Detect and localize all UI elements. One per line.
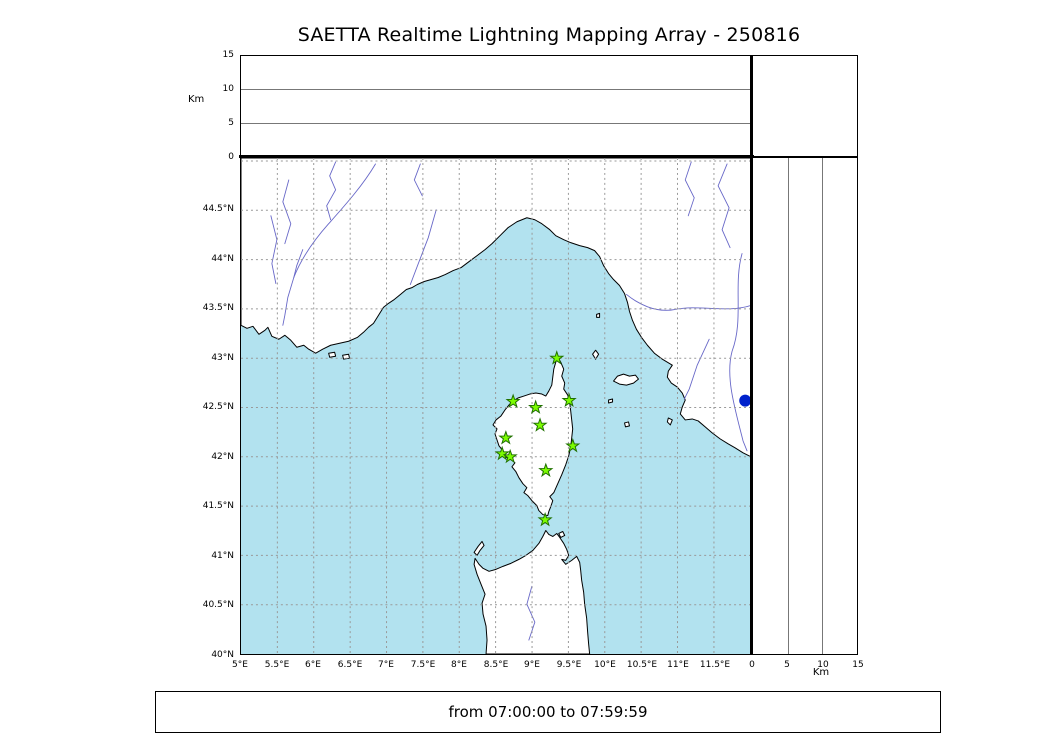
island-corsica bbox=[492, 356, 574, 517]
time-range-text: from 07:00:00 to 07:59:59 bbox=[448, 703, 648, 721]
altitude-gridline bbox=[241, 89, 751, 91]
lon-tick-label: 7.5°E bbox=[410, 660, 436, 670]
lon-tick-label: 5.5°E bbox=[264, 660, 290, 670]
island-elba bbox=[613, 373, 639, 386]
lon-tick-label: 9.5°E bbox=[556, 660, 582, 670]
lma-station-star-marker bbox=[565, 437, 581, 453]
lon-tick-label: 7°E bbox=[378, 660, 394, 670]
lma-station-star-marker bbox=[549, 350, 565, 365]
lat-tick-label: 43°N bbox=[211, 353, 234, 363]
map-grid-group bbox=[241, 158, 751, 654]
lon-tick-label: 5°E bbox=[232, 660, 248, 670]
island-gorgona bbox=[596, 312, 601, 318]
river-line bbox=[684, 161, 695, 217]
lma-station-star-marker bbox=[561, 392, 577, 408]
altitude-tick-label-right: 5 bbox=[784, 660, 790, 670]
lat-tick-label: 41.5°N bbox=[202, 501, 234, 511]
lma-station-star-marker bbox=[538, 462, 554, 478]
page-title: SAETTA Realtime Lightning Mapping Array … bbox=[297, 24, 801, 46]
lon-tick-label: 10.5°E bbox=[626, 660, 658, 670]
lma-station-star-marker bbox=[494, 445, 510, 461]
lat-tick-label: 40.5°N bbox=[202, 600, 234, 610]
lma-station-star-marker bbox=[498, 430, 514, 445]
altitude-longitude-panel bbox=[240, 55, 752, 157]
river-line bbox=[683, 338, 710, 400]
river-line bbox=[293, 249, 304, 278]
lon-tick-label: 6.5°E bbox=[337, 660, 363, 670]
altitude-tick-label-top: 10 bbox=[222, 84, 234, 94]
lon-tick-label: 10°E bbox=[594, 660, 616, 670]
altitude-gridline bbox=[787, 158, 789, 654]
lon-tick-label: 8.5°E bbox=[483, 660, 509, 670]
altitude-histogram-panel bbox=[752, 55, 858, 157]
lat-tick-label: 40°N bbox=[211, 650, 234, 660]
altitude-tick-label-right: 10 bbox=[817, 660, 829, 670]
lat-tick-label: 43.5°N bbox=[202, 303, 234, 313]
altitude-latitude-panel bbox=[752, 157, 858, 655]
time-range-caption: from 07:00:00 to 07:59:59 bbox=[155, 691, 941, 733]
lma-station-star-marker bbox=[502, 448, 518, 464]
altitude-gridline bbox=[241, 122, 751, 124]
island-giglio bbox=[666, 417, 673, 426]
lma-station-star-marker bbox=[537, 511, 553, 527]
lightning-event-marker bbox=[739, 394, 751, 407]
map-panel bbox=[240, 157, 752, 655]
altitude-tick-label-top: 15 bbox=[222, 50, 234, 60]
altitude-axis-label-top: Km bbox=[188, 94, 205, 105]
lma-station-star-marker bbox=[532, 417, 548, 432]
lon-tick-label: 8°E bbox=[451, 660, 467, 670]
altitude-tick-label-top: 5 bbox=[228, 118, 234, 128]
lon-tick-label: 11.5°E bbox=[699, 660, 731, 670]
altitude-axis-label-right: Km bbox=[812, 667, 830, 678]
altitude-tick-label-right: 0 bbox=[749, 660, 755, 670]
altitude-tick-label-right: 15 bbox=[852, 660, 864, 670]
map-svg bbox=[241, 158, 751, 654]
altitude-gridline bbox=[822, 158, 824, 654]
lat-tick-label: 42°N bbox=[211, 452, 234, 462]
coastline-mainland-france-italy bbox=[241, 158, 751, 458]
thick-divider-vertical bbox=[750, 55, 753, 655]
island-hyeres-2 bbox=[342, 353, 351, 360]
island-maddalena bbox=[558, 530, 566, 538]
river-line bbox=[729, 253, 748, 452]
river-line bbox=[326, 161, 337, 221]
lma-station-star-marker bbox=[528, 399, 544, 414]
lat-tick-label: 44.5°N bbox=[202, 204, 234, 214]
altitude-tick-label-top: 0 bbox=[228, 152, 234, 162]
lma-station-star-marker bbox=[505, 393, 521, 409]
island-hyeres-1 bbox=[328, 351, 337, 358]
thick-divider-horizontal bbox=[239, 155, 754, 158]
island-capraia bbox=[592, 349, 600, 360]
lat-tick-label: 41°N bbox=[211, 551, 234, 561]
lat-tick-label: 42.5°N bbox=[202, 402, 234, 412]
river-line bbox=[413, 163, 423, 197]
lon-tick-label: 6°E bbox=[305, 660, 321, 670]
river-line bbox=[409, 209, 437, 285]
lat-tick-label: 44°N bbox=[211, 254, 234, 264]
island-pianosa bbox=[608, 398, 614, 404]
river-line bbox=[717, 163, 731, 249]
island-montecristo bbox=[623, 421, 630, 428]
river-line bbox=[270, 215, 278, 284]
stations-group bbox=[494, 350, 751, 527]
lon-tick-label: 9°E bbox=[524, 660, 540, 670]
river-line bbox=[282, 179, 292, 245]
lon-tick-label: 11°E bbox=[667, 660, 689, 670]
